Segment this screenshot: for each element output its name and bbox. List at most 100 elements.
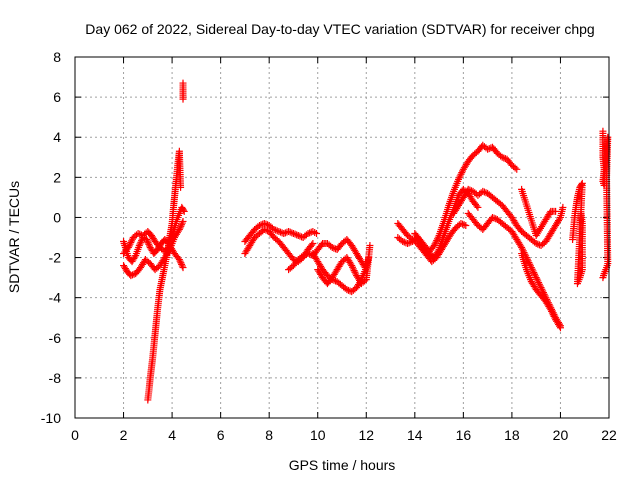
data-point — [272, 226, 280, 234]
y-tick-label: 2 — [53, 169, 61, 185]
y-tick-label: 0 — [53, 209, 61, 225]
x-tick-label: 16 — [456, 427, 472, 443]
data-point — [457, 170, 465, 178]
data-point — [555, 215, 563, 223]
data-point — [125, 242, 133, 250]
data-point — [127, 272, 135, 280]
data-point — [548, 309, 556, 317]
data-point — [313, 229, 321, 237]
data-point — [126, 240, 134, 248]
chart-title: Day 062 of 2022, Sidereal Day-to-day VTE… — [85, 21, 594, 37]
data-point — [526, 260, 534, 268]
data-point — [480, 188, 488, 196]
series-track-s — [599, 127, 612, 282]
data-point — [533, 275, 541, 283]
series-track-n — [450, 185, 567, 250]
data-point — [474, 203, 482, 211]
data-point — [511, 164, 519, 172]
data-point — [552, 207, 560, 215]
data-point — [294, 231, 302, 239]
data-point — [366, 242, 374, 250]
series-track-r — [569, 179, 586, 288]
data-point — [179, 95, 187, 103]
data-point — [534, 277, 542, 285]
data-point — [298, 233, 306, 241]
series-track-d — [144, 147, 185, 404]
series-track-q — [518, 185, 560, 239]
data-point — [260, 225, 268, 233]
data-point — [549, 311, 557, 319]
data-point — [144, 239, 152, 247]
data-point — [433, 237, 441, 245]
data-point — [479, 187, 487, 195]
data-point — [464, 185, 472, 193]
data-point — [460, 221, 468, 229]
y-tick-label: 6 — [53, 89, 61, 105]
data-point — [434, 233, 442, 241]
data-point — [281, 229, 289, 237]
data-point — [277, 228, 285, 236]
data-point — [548, 307, 556, 315]
data-marks — [120, 79, 612, 404]
data-point — [308, 241, 316, 249]
data-point — [346, 287, 354, 295]
data-point — [301, 251, 309, 259]
data-point — [456, 172, 464, 180]
data-point — [532, 240, 540, 248]
data-point — [404, 240, 412, 248]
x-tick-label: 12 — [358, 427, 374, 443]
data-point — [179, 217, 187, 225]
data-point — [124, 244, 132, 252]
y-tick-label: -10 — [41, 410, 61, 426]
data-point — [488, 213, 496, 221]
data-point — [288, 229, 296, 237]
data-point — [280, 229, 288, 237]
data-point — [285, 227, 293, 235]
data-point — [293, 231, 301, 239]
data-point — [431, 240, 439, 248]
data-point — [455, 174, 463, 182]
data-point — [484, 145, 492, 153]
data-point — [547, 306, 555, 314]
x-tick-label: 4 — [168, 427, 176, 443]
data-point — [136, 240, 144, 248]
data-point — [299, 252, 307, 260]
series-track-p — [518, 250, 564, 332]
data-point — [535, 279, 543, 287]
data-point — [458, 169, 466, 177]
series-track-g — [241, 219, 321, 246]
data-point — [529, 267, 537, 275]
data-point — [490, 214, 498, 222]
data-point — [270, 225, 278, 233]
y-tick-label: -2 — [49, 250, 62, 266]
data-point — [137, 231, 145, 239]
data-point — [351, 268, 359, 276]
data-point — [175, 225, 183, 233]
y-tick-label: -6 — [49, 330, 62, 346]
data-point — [311, 228, 319, 236]
data-point — [178, 219, 186, 227]
data-point — [433, 235, 441, 243]
data-point — [559, 203, 567, 211]
data-point — [146, 242, 154, 250]
data-point — [135, 242, 143, 250]
data-point — [599, 274, 607, 282]
data-point — [177, 183, 185, 191]
data-point — [457, 219, 465, 227]
data-point — [498, 153, 506, 161]
data-point — [531, 270, 539, 278]
data-point — [137, 238, 145, 246]
data-point — [143, 237, 151, 245]
data-point — [350, 267, 358, 275]
x-tick-label: 18 — [504, 427, 520, 443]
data-point — [143, 236, 151, 244]
x-axis-label: GPS time / hours — [289, 457, 396, 473]
x-tick-label: 10 — [310, 427, 326, 443]
data-point — [128, 237, 136, 245]
y-tick-label: -8 — [49, 370, 62, 386]
y-axis-label: SDTVAR / TECUs — [6, 181, 22, 293]
data-point — [131, 253, 139, 261]
data-point — [462, 221, 470, 229]
x-tick-label: 8 — [265, 427, 273, 443]
data-point — [525, 259, 533, 267]
